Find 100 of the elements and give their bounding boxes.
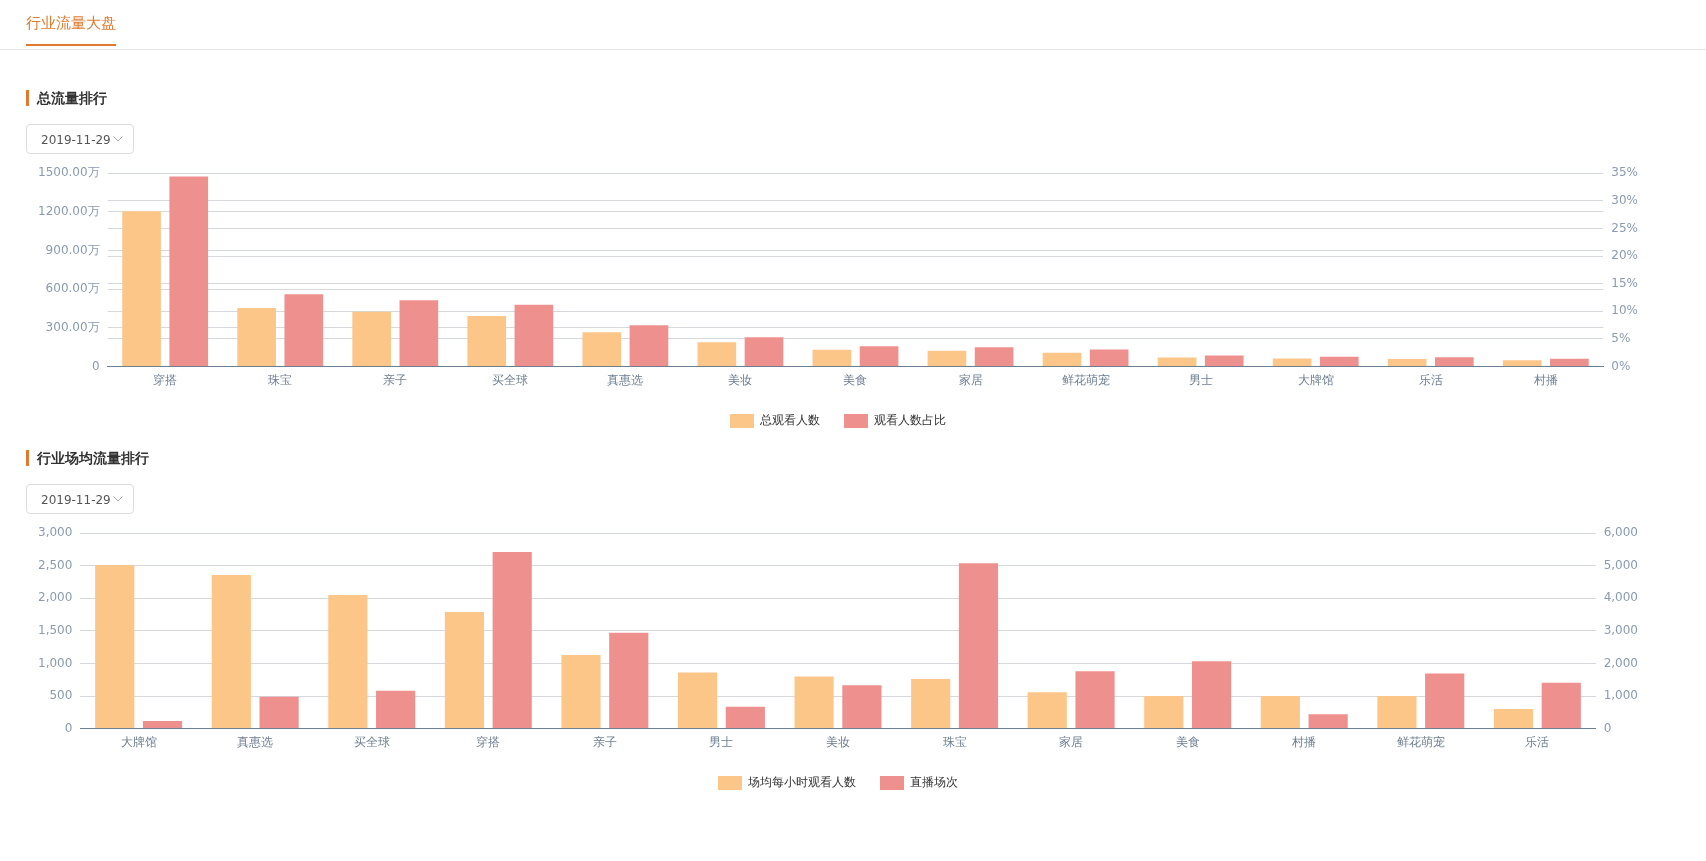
bar — [842, 685, 882, 729]
bar — [352, 311, 392, 367]
legend-label: 直播场次 — [910, 775, 958, 790]
y2-tick-label: 15% — [1611, 275, 1638, 290]
chart-title: 行业场均流量排行 — [26, 450, 1706, 466]
y-tick-label: 1,000 — [37, 655, 73, 670]
bar — [744, 337, 784, 367]
bar — [328, 595, 368, 729]
bar — [582, 332, 622, 367]
bar — [911, 679, 951, 729]
text: 2019-11-29 — [26, 124, 134, 154]
bar — [1493, 709, 1534, 729]
y2-tick-label: 2,000 — [1603, 655, 1639, 670]
y-tick-label: 300.00万 — [45, 320, 100, 335]
bar — [376, 690, 416, 729]
y2-tick-label: 30% — [1611, 192, 1638, 207]
bar — [1434, 357, 1474, 367]
bar — [259, 696, 299, 729]
bar — [444, 612, 485, 729]
x-tick-label: 家居 — [1059, 734, 1084, 749]
x-tick-label: 买全球 — [492, 372, 529, 387]
x-tick-label: 珠宝 — [268, 372, 293, 387]
bar — [1272, 358, 1312, 367]
bar — [1089, 349, 1129, 367]
bar — [859, 346, 899, 367]
y-tick-label: 3,000 — [37, 525, 73, 540]
bar — [697, 342, 737, 367]
bar — [1157, 357, 1197, 367]
x-tick-label: 村播 — [1291, 734, 1317, 749]
y2-tick-label: 10% — [1611, 303, 1638, 318]
y2-tick-label: 4,000 — [1603, 590, 1639, 605]
y2-tick-label: 6,000 — [1603, 525, 1639, 540]
bar — [958, 563, 999, 729]
bar — [142, 721, 183, 729]
y-tick-label: 2,000 — [37, 590, 73, 605]
bar — [794, 676, 834, 729]
bar — [1377, 696, 1417, 729]
bar — [1027, 692, 1067, 729]
legend-label: 场均每小时观看人数 — [747, 775, 856, 790]
bar — [1204, 355, 1244, 367]
bar — [492, 552, 532, 729]
bar — [1075, 671, 1115, 729]
x-tick-label: 真惠选 — [237, 734, 274, 749]
x-tick-label: 穿搭 — [476, 734, 501, 749]
x-tick-label: 亲子 — [592, 734, 617, 749]
y2-tick-label: 25% — [1611, 220, 1638, 235]
text: 2019-11-29 — [26, 484, 134, 514]
bar — [974, 347, 1014, 367]
y-tick-label: 900.00万 — [45, 242, 100, 257]
x-tick-label: 美食 — [843, 372, 868, 387]
x-tick-label: 乐活 — [1418, 372, 1443, 387]
bar — [1319, 356, 1359, 367]
y-tick-label: 1200.00万 — [38, 204, 100, 219]
bar — [1260, 696, 1300, 729]
x-tick-label: 真惠选 — [607, 372, 644, 387]
x-tick-label: 鲜花萌宠 — [1061, 372, 1110, 387]
x-tick-label: 男士 — [1188, 372, 1213, 387]
y2-tick-label: 20% — [1611, 248, 1638, 263]
x-tick-label: 乐活 — [1525, 734, 1550, 749]
bar — [1042, 352, 1082, 367]
y2-tick-label: 1,000 — [1603, 688, 1639, 703]
x-tick-label: 大牌馆 — [120, 734, 157, 749]
x-tick-label: 鲜花萌宠 — [1396, 734, 1445, 749]
bar — [467, 316, 507, 367]
legend-label: 总观看人数 — [759, 413, 820, 428]
bar — [122, 211, 161, 367]
y2-tick-label: 0% — [1611, 358, 1631, 373]
bar — [1502, 360, 1542, 367]
bar — [677, 672, 718, 729]
y-tick-label: 1,500 — [37, 623, 73, 638]
bar — [629, 325, 669, 367]
x-tick-label: 穿搭 — [153, 372, 178, 387]
bar — [927, 350, 967, 367]
y2-tick-label: 5,000 — [1603, 557, 1639, 572]
y2-tick-label: 35% — [1611, 165, 1638, 180]
x-tick-label: 珠宝 — [942, 734, 967, 749]
bar — [169, 176, 209, 367]
bar — [1308, 714, 1348, 729]
x-tick-label: 男士 — [709, 734, 734, 749]
x-tick-label: 美妆 — [728, 372, 753, 387]
x-tick-label: 大牌馆 — [1297, 372, 1334, 387]
y-tick-label: 0 — [64, 720, 73, 735]
bar — [284, 294, 324, 367]
bar — [1550, 358, 1589, 367]
y2-tick-label: 3,000 — [1603, 623, 1639, 638]
bar — [1425, 673, 1465, 729]
bar — [237, 308, 276, 367]
y-tick-label: 500 — [49, 688, 73, 703]
y-tick-label: 1500.00万 — [38, 165, 100, 180]
bar — [561, 655, 601, 729]
bar — [1144, 696, 1184, 729]
x-tick-label: 美食 — [1175, 734, 1200, 749]
y-tick-label: 0 — [91, 358, 100, 373]
y-tick-label: 2,500 — [37, 557, 73, 572]
x-tick-label: 亲子 — [383, 372, 408, 387]
bar — [211, 574, 251, 729]
x-tick-label: 家居 — [958, 372, 983, 387]
y2-tick-label: 5% — [1611, 331, 1631, 346]
bar — [1541, 682, 1581, 729]
chart-title: 总流量排行 — [26, 90, 1706, 106]
